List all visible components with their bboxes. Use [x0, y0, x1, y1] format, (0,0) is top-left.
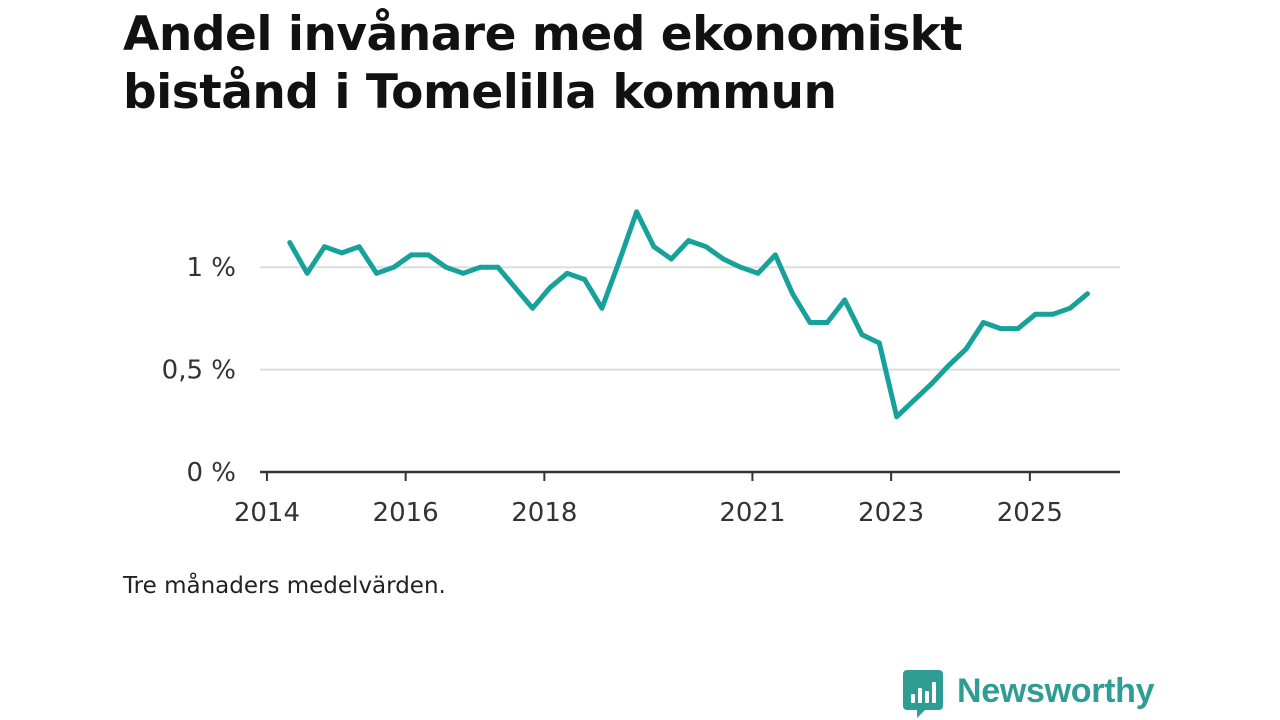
data-point [512, 285, 518, 291]
data-point [980, 320, 986, 325]
data-point [599, 305, 605, 311]
x-tick-label: 2016 [373, 498, 439, 528]
y-tick-label: 1 % [186, 253, 236, 283]
data-point [755, 270, 761, 276]
data-point [495, 264, 501, 270]
data-point [1032, 311, 1038, 317]
data-point [738, 264, 744, 270]
data-point [634, 209, 639, 215]
data-point [304, 270, 310, 276]
data-point [824, 320, 830, 325]
data-point [322, 244, 327, 250]
data-point [287, 240, 293, 246]
data-point [911, 397, 917, 403]
x-tick-label: 2025 [997, 498, 1063, 528]
data-point [772, 252, 778, 258]
data-point [616, 258, 622, 264]
chart-note: Tre månaders medelvärden. [123, 573, 446, 599]
data-point [443, 264, 449, 270]
x-tick-label: 2014 [234, 498, 300, 528]
data-point [356, 244, 362, 250]
brand-logo[interactable]: Newsworthy [903, 670, 1155, 718]
x-tick-label: 2021 [719, 498, 785, 528]
chart-title-line-1: Andel invånare med ekonomiskt [123, 7, 963, 62]
data-point [374, 270, 379, 276]
data-point [478, 264, 483, 270]
gridlines [260, 266, 1120, 371]
data-point [720, 256, 726, 262]
newsworthy-logo-icon [903, 670, 943, 718]
y-axis-tick-labels: 0 % 0,5 % 1 % [162, 253, 236, 488]
data-point [842, 297, 848, 303]
data-point [946, 363, 952, 368]
data-point [998, 326, 1004, 332]
data-point [408, 252, 414, 258]
x-axis-ticks: 2014 2016 2018 2021 2023 2025 [234, 472, 1063, 528]
brand-name: Newsworthy [957, 671, 1155, 710]
x-tick-label: 2023 [858, 498, 924, 528]
chart-title: Andel invånare med ekonomiskt bistånd i … [123, 6, 1123, 122]
data-point [963, 346, 969, 352]
data-point [668, 256, 674, 262]
data-point [547, 285, 553, 291]
data-point [686, 238, 692, 243]
data-point [807, 320, 813, 325]
y-tick-label: 0 % [186, 458, 236, 488]
data-point [1067, 305, 1073, 311]
data-point [894, 414, 900, 420]
data-point [1050, 311, 1056, 317]
data-point [928, 381, 934, 387]
data-point [582, 277, 587, 282]
data-point [1015, 326, 1021, 332]
data-point [391, 264, 397, 270]
data-point [651, 244, 657, 250]
data-point [460, 270, 466, 276]
data-point [564, 270, 570, 276]
y-tick-label: 0,5 % [162, 356, 236, 386]
data-point [790, 291, 796, 297]
data-point [339, 250, 345, 256]
chart-title-line-2: bistånd i Tomelilla kommun [123, 65, 837, 120]
data-point [426, 252, 431, 258]
x-tick-label: 2018 [511, 498, 577, 528]
data-point [703, 244, 709, 250]
data-point [876, 340, 882, 346]
data-point [859, 332, 865, 338]
data-point [1085, 291, 1090, 297]
data-point [530, 305, 535, 311]
series-layer [287, 209, 1090, 420]
